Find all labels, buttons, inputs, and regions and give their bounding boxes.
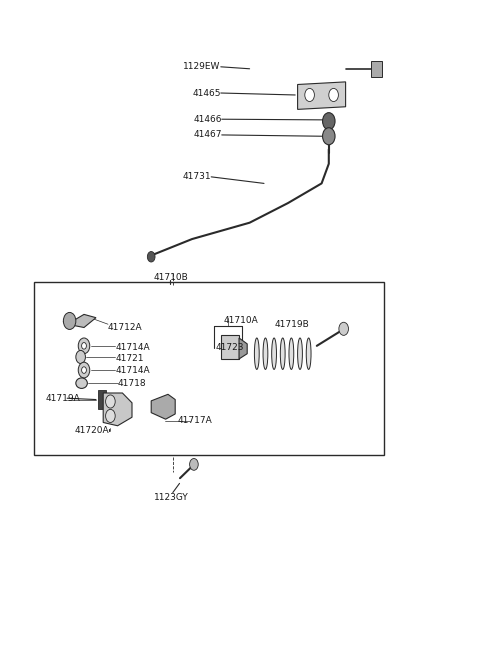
- Polygon shape: [103, 393, 132, 426]
- Bar: [371, 61, 382, 77]
- Text: 41710B: 41710B: [154, 273, 188, 282]
- Text: 41714A: 41714A: [115, 365, 150, 375]
- Circle shape: [339, 322, 348, 335]
- Ellipse shape: [280, 338, 285, 369]
- Circle shape: [78, 362, 90, 378]
- Polygon shape: [298, 82, 346, 109]
- Circle shape: [305, 88, 314, 102]
- Circle shape: [106, 395, 115, 408]
- Ellipse shape: [306, 338, 311, 369]
- Text: 41720A: 41720A: [74, 426, 109, 436]
- Ellipse shape: [298, 338, 302, 369]
- Bar: [98, 390, 106, 409]
- Text: 41717A: 41717A: [178, 416, 212, 425]
- Circle shape: [329, 88, 338, 102]
- Text: 1123GY: 1123GY: [154, 493, 188, 502]
- Polygon shape: [239, 338, 247, 359]
- Text: 41731: 41731: [182, 172, 211, 181]
- Text: 41721: 41721: [115, 354, 144, 364]
- Circle shape: [78, 338, 90, 354]
- Text: 41466: 41466: [193, 115, 222, 124]
- Circle shape: [82, 343, 86, 349]
- Ellipse shape: [254, 338, 259, 369]
- Circle shape: [190, 458, 198, 470]
- Circle shape: [323, 128, 335, 145]
- Bar: [221, 335, 239, 359]
- Polygon shape: [67, 314, 96, 328]
- Ellipse shape: [289, 338, 294, 369]
- Polygon shape: [151, 394, 175, 419]
- Bar: [34, 282, 384, 455]
- Text: 41467: 41467: [193, 130, 222, 140]
- Circle shape: [76, 350, 85, 364]
- Text: 1129EW: 1129EW: [183, 62, 221, 71]
- Text: 41718: 41718: [118, 379, 146, 388]
- Circle shape: [82, 367, 86, 373]
- Text: 41719A: 41719A: [46, 394, 80, 403]
- Text: 41719B: 41719B: [275, 320, 309, 329]
- Ellipse shape: [263, 338, 268, 369]
- Circle shape: [147, 252, 155, 262]
- Text: 41723: 41723: [216, 343, 244, 352]
- Text: 41714A: 41714A: [115, 343, 150, 352]
- Text: 41465: 41465: [192, 88, 221, 98]
- Circle shape: [106, 409, 115, 422]
- Ellipse shape: [272, 338, 276, 369]
- Circle shape: [63, 312, 76, 329]
- Circle shape: [323, 113, 335, 130]
- Ellipse shape: [76, 378, 87, 388]
- Text: 41710A: 41710A: [223, 316, 258, 326]
- Text: 41712A: 41712A: [108, 323, 143, 332]
